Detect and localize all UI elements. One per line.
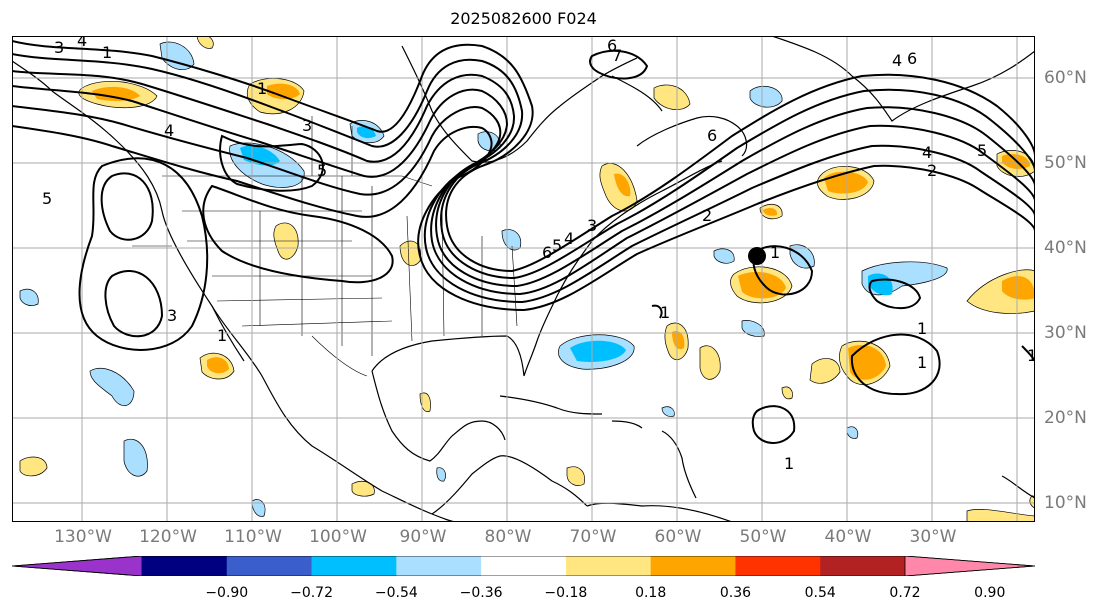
colorbar-tick-label: 0.72 xyxy=(889,585,921,601)
map-frame xyxy=(12,36,1035,522)
contour-label: 1 xyxy=(217,326,227,345)
political-borders xyxy=(132,116,518,377)
contour-label: 5 xyxy=(552,236,562,255)
contour-label: 1 xyxy=(257,79,267,98)
lon-label: 40°W xyxy=(824,527,872,547)
lat-lon-grid xyxy=(12,36,1035,522)
contour-label: 3 xyxy=(167,306,177,325)
lon-label: 120°W xyxy=(139,527,197,547)
map-title: 2025082600 F024 xyxy=(450,9,597,28)
colorbar-tick-label: −0.72 xyxy=(290,585,333,601)
anomaly-shading xyxy=(19,36,1035,522)
colorbar-tick-label: 0.18 xyxy=(635,585,667,601)
lat-label: 10°N xyxy=(1044,493,1087,513)
lon-label: 90°W xyxy=(399,527,447,547)
contour-label: 4 xyxy=(77,36,87,50)
colorbar-segment xyxy=(650,556,736,576)
contour-label: 4 xyxy=(564,229,574,248)
colorbar-tick-label: −0.18 xyxy=(544,585,588,601)
contour-label: 3 xyxy=(54,38,64,57)
lat-label: 50°N xyxy=(1044,153,1087,173)
colorbar-tick-label: −0.90 xyxy=(205,585,249,601)
colorbar xyxy=(12,556,1035,576)
colorbar-segment xyxy=(735,556,821,576)
lon-label: 110°W xyxy=(224,527,282,547)
contour-label: 1 xyxy=(784,454,794,473)
colorbar-min-extend xyxy=(12,556,143,576)
lat-label: 60°N xyxy=(1044,68,1087,88)
colorbar-segment xyxy=(226,556,313,576)
colorbar-tick-label: −0.36 xyxy=(459,585,503,601)
lat-label: 30°N xyxy=(1044,323,1087,343)
contour-label: 2 xyxy=(702,206,712,225)
contour-label: 7 xyxy=(612,46,622,65)
lat-label: 20°N xyxy=(1044,408,1087,428)
colorbar-segment xyxy=(311,556,397,576)
lon-label: 60°W xyxy=(654,527,702,547)
colorbar-segment xyxy=(481,556,567,576)
contour-label: 1 xyxy=(770,243,780,262)
height-contours xyxy=(12,40,1035,444)
colorbar-tick-label: 0.90 xyxy=(974,585,1006,601)
contour-label: 4 xyxy=(892,51,902,70)
contour-label: 1 xyxy=(660,303,670,322)
colorbar-segment xyxy=(142,556,228,576)
colorbar-segment xyxy=(820,556,906,576)
contour-label: 5 xyxy=(977,141,987,160)
contour-label: 5 xyxy=(317,161,327,180)
contour-label: 1 xyxy=(102,43,112,62)
colorbar-tick-label: 0.36 xyxy=(719,585,752,601)
contour-label: 6 xyxy=(707,126,717,145)
lon-label: 80°W xyxy=(484,527,532,547)
contour-label: 3 xyxy=(587,216,597,235)
contour-label: 6 xyxy=(907,49,917,68)
contour-label: 1 xyxy=(917,319,927,338)
colorbar-max-extend xyxy=(904,556,1035,576)
contour-label: 6 xyxy=(607,36,617,55)
contour-label: 6 xyxy=(542,243,552,262)
colorbar-segment xyxy=(396,556,482,576)
contour-label: 2 xyxy=(927,161,937,180)
lon-label: 30°W xyxy=(909,527,957,547)
lon-label: 50°W xyxy=(739,527,787,547)
contour-label: 3 xyxy=(302,116,312,135)
colorbar-tick-label: −0.54 xyxy=(374,585,418,601)
storm-center-marker xyxy=(748,247,766,265)
lon-label: 70°W xyxy=(569,527,617,547)
lon-label: 130°W xyxy=(54,527,112,547)
lon-label: 100°W xyxy=(309,527,367,547)
contour-label: 1 xyxy=(917,353,927,372)
contour-label: 4 xyxy=(922,143,932,162)
contour-label: 5 xyxy=(42,189,52,208)
lat-label: 40°N xyxy=(1044,238,1087,258)
colorbar-segment xyxy=(565,556,652,576)
colorbar-tick-label: 0.54 xyxy=(804,585,836,601)
contour-label: 4 xyxy=(164,121,174,140)
contour-label: 1 xyxy=(1027,346,1035,365)
